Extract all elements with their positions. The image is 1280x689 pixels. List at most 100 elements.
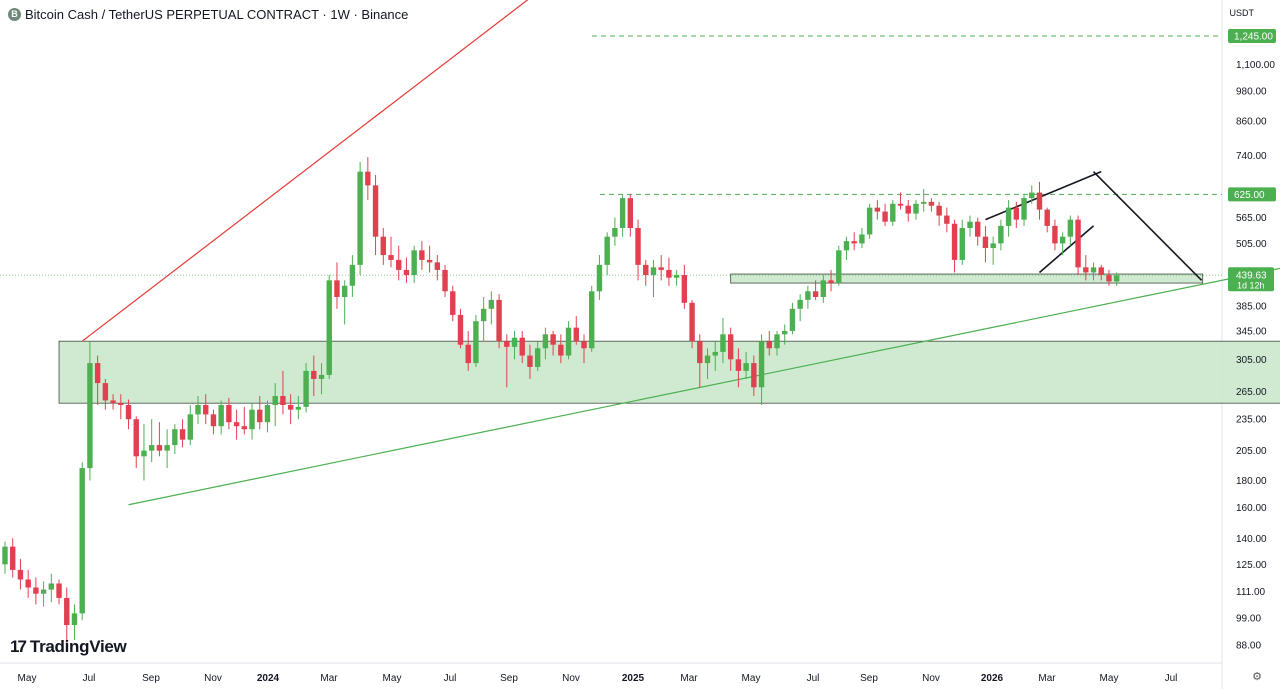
candle-body (504, 341, 510, 347)
candle-body (2, 546, 8, 565)
candle-body (944, 215, 950, 224)
support-zone (58, 340, 1280, 404)
y-tick-label: 505.00 (1236, 239, 1267, 250)
y-tick-label: 980.00 (1236, 87, 1267, 98)
candle-body (589, 291, 595, 349)
last-price-box (1228, 267, 1274, 292)
tradingview-wordmark: TradingView (29, 637, 127, 656)
candle-body (257, 409, 263, 423)
candle-body (295, 406, 302, 410)
candle-body (828, 280, 834, 284)
candle-body (627, 198, 634, 228)
y-tick-label: 305.00 (1236, 355, 1267, 366)
candle-body (241, 426, 248, 430)
x-tick-label: 2026 (981, 673, 1004, 684)
candle-body (990, 243, 996, 248)
bitcoin-cash-coin-icon: B (8, 7, 21, 21)
candle-body (766, 341, 772, 349)
candle-body (1052, 225, 1058, 244)
candle-body (1106, 275, 1112, 282)
candle-body (434, 262, 441, 270)
candle-body (195, 405, 201, 415)
candle-body (519, 337, 525, 356)
candle-body (534, 348, 541, 367)
candle-body (735, 359, 742, 371)
candle-body (812, 291, 819, 297)
candle-body (56, 583, 62, 598)
x-tick-label: May (18, 673, 37, 684)
candle-body (203, 405, 209, 415)
candle-body (349, 264, 356, 286)
candle-body (882, 211, 888, 222)
candle-body (720, 334, 726, 352)
candle-body (635, 227, 641, 265)
breakdown-line-left (1092, 171, 1203, 281)
candle-body (704, 355, 711, 364)
gear-icon[interactable]: ⚙ (1252, 670, 1262, 683)
x-tick-label: Sep (142, 673, 160, 684)
candle-body (411, 250, 417, 276)
candle-body (527, 355, 533, 367)
candle-body (1044, 209, 1050, 226)
candle-body (1021, 198, 1027, 220)
candle-body (1083, 267, 1089, 273)
candle-body (1005, 207, 1012, 226)
candle-body (357, 171, 363, 265)
candle-body (774, 334, 780, 349)
y-tick-label: 740.00 (1236, 151, 1267, 162)
candle-body (249, 409, 255, 430)
candle-body (913, 203, 919, 214)
tradingview-logo[interactable]: 17 TradingView (10, 637, 127, 657)
candle-body (272, 395, 278, 406)
x-tick-label: Sep (500, 673, 518, 684)
x-tick-label: Nov (204, 673, 222, 684)
y-tick-label: 565.00 (1236, 213, 1267, 224)
retest-zone (730, 273, 1204, 284)
candle-body (419, 250, 425, 260)
candle-body (975, 221, 981, 237)
candle-body (79, 468, 85, 614)
candle-body (496, 299, 502, 342)
candle-body (450, 291, 456, 315)
candle-body (1113, 275, 1120, 282)
candle-body (643, 264, 649, 276)
price-unit-label[interactable]: USDT (1229, 8, 1255, 18)
price-label-box (1228, 29, 1276, 43)
candle-body (542, 334, 549, 349)
candle-body (141, 450, 147, 457)
y-tick-label: 205.00 (1236, 446, 1267, 457)
candle-body (156, 445, 163, 451)
candle-body (1067, 219, 1074, 237)
candle-body (558, 344, 564, 356)
candle-body (789, 308, 796, 331)
candle-body (388, 255, 394, 260)
candle-body (148, 445, 155, 451)
candle-body (396, 259, 402, 270)
candle-body (48, 583, 55, 590)
candle-body (859, 234, 865, 244)
candle-body (511, 337, 518, 347)
symbol-header[interactable]: B Bitcoin Cash / TetherUS PERPETUAL CONT… (8, 6, 408, 22)
candle-body (17, 569, 24, 580)
x-tick-label: May (742, 673, 761, 684)
candle-body (403, 269, 410, 276)
candle-body (936, 205, 942, 216)
candle-body (612, 227, 618, 237)
candle-body (102, 383, 109, 401)
y-tick-label: 1,100.00 (1236, 60, 1275, 71)
x-tick-label: Mar (1038, 673, 1056, 684)
candle-body (805, 291, 811, 300)
candle-body (820, 280, 827, 297)
candle-body (581, 341, 587, 349)
wedge-lower-line (1038, 225, 1095, 274)
candle-body (1090, 267, 1097, 273)
x-tick-label: Nov (562, 673, 580, 684)
x-tick-label: Jul (807, 673, 820, 684)
candle-body (1059, 236, 1066, 244)
candle-body (226, 405, 232, 423)
candle-body (1098, 267, 1104, 276)
candle-body (318, 374, 325, 379)
candle-body (743, 363, 749, 371)
